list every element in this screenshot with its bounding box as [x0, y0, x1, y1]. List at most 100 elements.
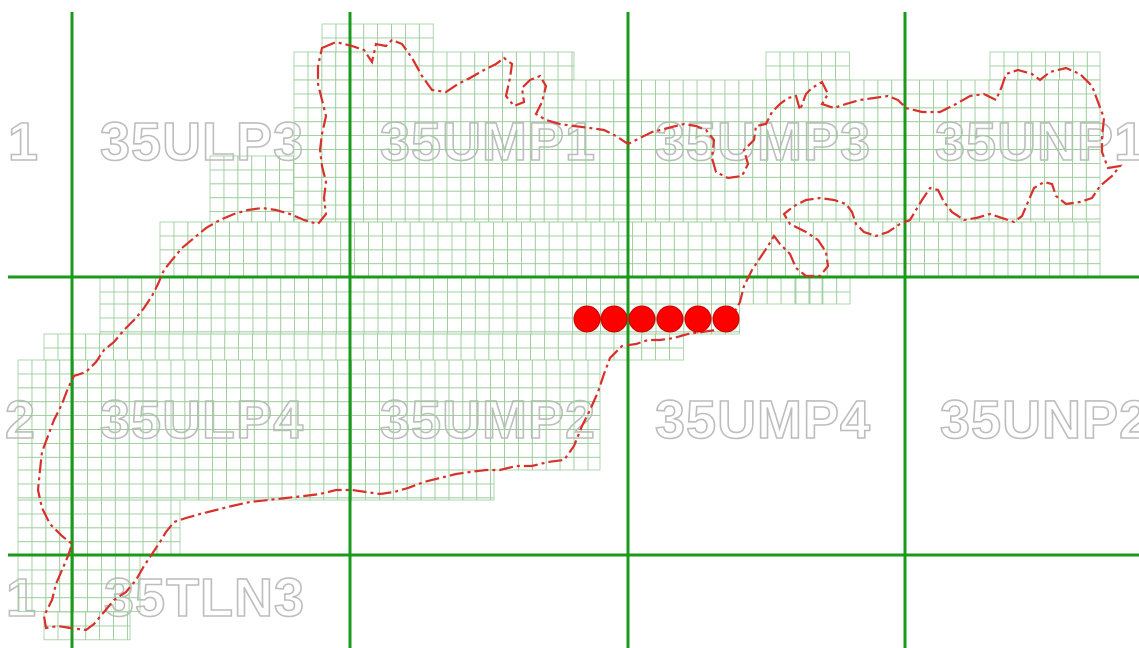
- grid-cell: [99, 317, 115, 333]
- grid-cell: [799, 249, 814, 265]
- grid-cell: [627, 190, 642, 206]
- grid-cell: [391, 317, 407, 333]
- grid-cell: [349, 190, 364, 206]
- grid-cell: [877, 190, 893, 206]
- grid-cell: [729, 249, 745, 265]
- grid-cell: [159, 221, 175, 237]
- grid-cell: [877, 218, 893, 223]
- grid-cell: [242, 249, 258, 265]
- grid-cell: [849, 190, 865, 206]
- grid-cell: [184, 456, 200, 471]
- grid-cell: [599, 190, 615, 206]
- grid-cell: [321, 79, 337, 95]
- grid-cell: [766, 204, 781, 220]
- grid-cell: [780, 190, 795, 206]
- grid-cell: [951, 235, 967, 251]
- grid-cell: [641, 149, 656, 164]
- grid-cell: [223, 183, 239, 199]
- grid-cell: [460, 93, 476, 109]
- grid-cell: [73, 597, 88, 613]
- grid-cell: [673, 235, 689, 251]
- grid-cell: [516, 317, 532, 333]
- grid-cell: [279, 197, 294, 212]
- grid-cell: [365, 401, 380, 417]
- grid-cell: [381, 221, 397, 237]
- square-label: 35UMP4: [655, 390, 871, 450]
- grid-cell: [252, 303, 268, 319]
- grid-cell: [793, 51, 809, 67]
- grid-cell: [376, 79, 392, 95]
- red-circle-icon[interactable]: [684, 305, 712, 333]
- grid-cell: [182, 277, 198, 293]
- grid-cell: [127, 291, 143, 305]
- grid-cell: [502, 303, 518, 319]
- grid-cell: [87, 597, 102, 613]
- grid-cell: [321, 347, 337, 361]
- grid-cell: [406, 456, 422, 471]
- grid-cell: [585, 218, 601, 223]
- grid-cell: [395, 235, 411, 251]
- grid-cell: [1073, 221, 1089, 237]
- grid-cell: [128, 469, 144, 485]
- major-grid: [8, 12, 1139, 648]
- grid-cell: [420, 497, 436, 501]
- grid-cell: [725, 291, 740, 305]
- grid-cell: [462, 373, 478, 389]
- grid-cell: [418, 218, 434, 223]
- grid-cell: [392, 373, 408, 389]
- grid-cell: [794, 291, 810, 305]
- grid-cell: [170, 373, 186, 389]
- grid-cell: [409, 221, 425, 237]
- red-circle-icon[interactable]: [712, 305, 740, 333]
- grid-cell: [391, 347, 406, 361]
- grid-cell: [335, 347, 351, 361]
- grid-cell: [586, 291, 601, 305]
- grid-cell: [795, 277, 811, 293]
- grid-cell: [128, 373, 144, 389]
- grid-cell: [253, 359, 269, 375]
- grid-cell: [321, 291, 337, 305]
- grid-cell: [215, 235, 230, 251]
- grid-cell: [378, 456, 394, 471]
- grid-cell: [390, 218, 406, 223]
- grid-cell: [529, 218, 545, 223]
- grid-cell: [613, 190, 629, 206]
- grid-cell: [965, 221, 981, 237]
- grid-cell: [821, 176, 837, 192]
- grid-cell: [447, 277, 462, 293]
- grid-cell: [423, 249, 439, 265]
- grid-cell: [293, 51, 309, 67]
- grid-cell: [321, 218, 337, 223]
- red-circle-icon[interactable]: [600, 305, 628, 333]
- grid-cell: [585, 79, 601, 95]
- grid-cell: [418, 65, 434, 81]
- grid-cell: [1021, 235, 1037, 251]
- grid-cell: [128, 456, 144, 471]
- grid-cell: [99, 277, 115, 293]
- grid-cell: [521, 221, 536, 237]
- grid-cell: [392, 469, 408, 485]
- grid-cell: [627, 218, 642, 223]
- grid-cell: [267, 373, 283, 389]
- grid-cell: [559, 456, 575, 471]
- grid-cell: [780, 277, 796, 293]
- grid-cell: [1072, 204, 1087, 220]
- grid-cell: [604, 249, 620, 265]
- grid-cell: [627, 162, 642, 178]
- grid-cell: [696, 93, 712, 109]
- grid-cell: [507, 249, 522, 265]
- red-circle-icon[interactable]: [656, 305, 684, 333]
- point-markers[interactable]: [573, 305, 740, 333]
- grid-cell: [1058, 218, 1073, 223]
- red-circle-icon[interactable]: [573, 305, 601, 333]
- grid-cell: [877, 204, 893, 220]
- grid-cell: [73, 555, 88, 571]
- grid-cell: [223, 197, 239, 212]
- grid-cell: [462, 359, 478, 375]
- grid-cell: [351, 359, 366, 375]
- grid-cell: [201, 249, 216, 265]
- grid-cell: [267, 456, 283, 471]
- grid-cell: [682, 204, 698, 220]
- red-circle-icon[interactable]: [628, 305, 656, 333]
